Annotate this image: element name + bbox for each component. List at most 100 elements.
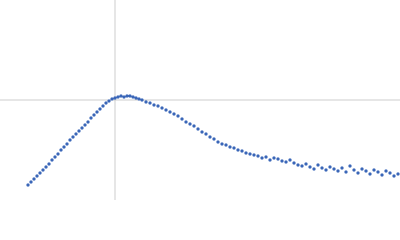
data-point — [388, 171, 392, 175]
data-point — [188, 122, 192, 126]
data-point — [328, 165, 332, 169]
data-point — [372, 168, 376, 172]
data-point — [392, 174, 396, 178]
data-point — [304, 162, 308, 166]
data-point — [364, 169, 368, 173]
data-point — [360, 167, 364, 171]
data-point — [56, 152, 60, 156]
data-point — [264, 155, 268, 159]
data-point — [29, 180, 33, 184]
data-point — [312, 167, 316, 171]
data-point — [53, 155, 57, 159]
data-point — [244, 151, 248, 155]
data-point — [77, 129, 81, 133]
data-point — [164, 108, 168, 112]
data-point — [296, 163, 300, 167]
data-point — [316, 163, 320, 167]
data-point — [144, 100, 148, 104]
data-point — [131, 95, 135, 99]
data-point — [332, 167, 336, 171]
data-point — [356, 171, 360, 175]
data-point — [216, 140, 220, 144]
data-point — [83, 123, 87, 127]
data-point — [50, 158, 54, 162]
data-point — [152, 103, 156, 107]
data-point — [268, 158, 272, 162]
data-point — [134, 96, 138, 100]
data-point — [74, 132, 78, 136]
data-point — [352, 168, 356, 172]
data-point — [284, 160, 288, 164]
data-point — [196, 127, 200, 131]
data-point — [80, 126, 84, 130]
data-point — [116, 95, 120, 99]
data-point — [86, 120, 90, 124]
data-point — [104, 101, 108, 105]
data-point — [92, 113, 96, 117]
data-point — [368, 172, 372, 176]
data-point — [32, 177, 36, 181]
data-point — [148, 101, 152, 105]
chart — [0, 0, 400, 200]
data-point — [336, 169, 340, 173]
data-point — [172, 112, 176, 116]
data-point — [98, 107, 102, 111]
data-point — [107, 99, 111, 103]
data-point — [324, 168, 328, 172]
data-point — [200, 130, 204, 134]
data-point — [276, 157, 280, 161]
data-point — [376, 170, 380, 174]
data-point — [44, 165, 48, 169]
data-point — [220, 142, 224, 146]
data-point — [192, 124, 196, 128]
data-point — [160, 106, 164, 110]
data-point — [384, 169, 388, 173]
data-point — [288, 158, 292, 162]
data-point — [168, 110, 172, 114]
data-point — [348, 164, 352, 168]
data-point — [256, 154, 260, 158]
data-point — [340, 166, 344, 170]
data-point — [300, 164, 304, 168]
data-point — [228, 145, 232, 149]
data-point — [110, 97, 114, 101]
data-point — [68, 138, 72, 142]
data-point — [176, 114, 180, 118]
data-point — [71, 135, 75, 139]
data-point — [272, 156, 276, 160]
data-point — [113, 96, 117, 100]
data-point — [101, 104, 105, 108]
data-point — [280, 159, 284, 163]
data-point — [380, 173, 384, 177]
data-point — [204, 132, 208, 136]
data-point — [240, 149, 244, 153]
data-point — [236, 148, 240, 152]
data-point — [41, 168, 45, 172]
data-point — [59, 148, 63, 152]
data-point — [26, 183, 30, 187]
data-point — [140, 98, 144, 102]
data-point — [38, 171, 42, 175]
data-point — [137, 97, 141, 101]
data-point — [35, 174, 39, 178]
data-point — [248, 152, 252, 156]
data-point — [125, 94, 129, 98]
data-point — [252, 153, 256, 157]
data-point — [156, 104, 160, 108]
data-point — [65, 142, 69, 146]
data-point — [180, 117, 184, 121]
data-point — [47, 162, 51, 166]
data-point — [119, 94, 123, 98]
data-point — [320, 166, 324, 170]
data-point — [396, 172, 400, 176]
data-point — [308, 165, 312, 169]
data-point — [260, 156, 264, 160]
data-point — [184, 120, 188, 124]
data-point — [128, 94, 132, 98]
data-point — [344, 170, 348, 174]
data-point — [232, 146, 236, 150]
data-point — [62, 145, 66, 149]
data-point — [208, 135, 212, 139]
data-point — [292, 161, 296, 165]
data-point — [122, 95, 126, 99]
